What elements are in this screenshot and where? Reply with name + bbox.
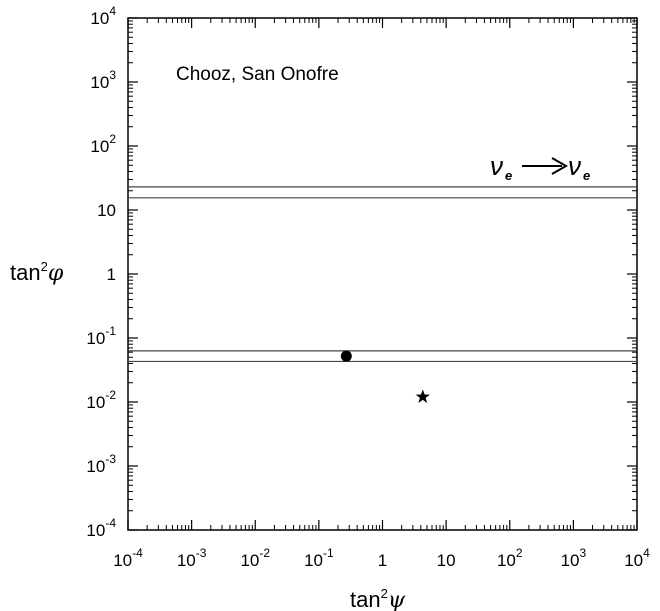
x-tick-label-exponent: 3 bbox=[579, 546, 586, 560]
plot-frame bbox=[127, 17, 638, 531]
y-tick-label-base: 10 bbox=[97, 201, 116, 220]
y-tick-label: 10-3 bbox=[86, 452, 116, 476]
x-tick-label-base: 10 bbox=[240, 551, 259, 570]
y-tick-label: 10-4 bbox=[86, 516, 116, 540]
star-point-icon bbox=[415, 389, 430, 403]
x-tick-label-exponent: 4 bbox=[643, 546, 650, 560]
x-tick-label-base: 10 bbox=[304, 551, 323, 570]
y-tick-label-base: 10 bbox=[86, 329, 105, 348]
major-ticks bbox=[127, 17, 638, 531]
horizontal-lines bbox=[128, 186, 637, 363]
y-axis-label: tan2φ bbox=[10, 259, 64, 286]
y-tick-label: 104 bbox=[90, 4, 116, 28]
x-tick-label-exponent: -3 bbox=[196, 546, 207, 560]
x-tick-label-exponent: -2 bbox=[259, 546, 270, 560]
y-tick-label-base: 10 bbox=[90, 137, 109, 156]
x-tick-label-base: 10 bbox=[561, 551, 580, 570]
x-tick-label: 103 bbox=[561, 546, 587, 570]
x-tick-label-base: 10 bbox=[177, 551, 196, 570]
y-tick-label-exponent: -2 bbox=[105, 388, 116, 402]
y-tick-label-base: 10 bbox=[86, 457, 105, 476]
x-tick-label: 1 bbox=[378, 551, 387, 570]
y-axis-label-symbol: φ bbox=[48, 261, 64, 286]
arrow-head-icon bbox=[551, 157, 569, 175]
y-tick-label: 10-1 bbox=[86, 324, 116, 348]
x-tick-label: 10-3 bbox=[177, 546, 207, 570]
x-tick-label-exponent: -1 bbox=[323, 546, 334, 560]
x-tick-label: 102 bbox=[497, 546, 523, 570]
x-tick-label: 104 bbox=[624, 546, 650, 570]
y-tick-label-base: 10 bbox=[86, 393, 105, 412]
x-tick-label: 10-1 bbox=[304, 546, 334, 570]
y-tick-label-base: 10 bbox=[86, 521, 105, 540]
y-tick-label-exponent: -3 bbox=[105, 452, 116, 466]
y-tick-label: 10 bbox=[97, 201, 116, 220]
process-to-symbol: ν bbox=[568, 151, 581, 181]
x-tick-label-base: 1 bbox=[378, 551, 387, 570]
x-tick-label-base: 10 bbox=[497, 551, 516, 570]
best-fit-point-circle bbox=[340, 350, 352, 362]
y-tick-label-base: 10 bbox=[90, 9, 109, 28]
y-tick-label: 1 bbox=[107, 265, 116, 284]
y-tick-label-base: 1 bbox=[107, 265, 116, 284]
x-tick-label-base: 10 bbox=[437, 551, 456, 570]
x-tick-label-base: 10 bbox=[113, 551, 132, 570]
y-tick-label-exponent: -4 bbox=[105, 516, 116, 530]
x-axis-label-base: tan bbox=[350, 587, 381, 611]
x-tick-label-exponent: 2 bbox=[516, 546, 523, 560]
y-tick-label-exponent: 2 bbox=[109, 132, 116, 146]
x-tick-labels: 10-4 10-3 10-2 10-1 1 10 102 103 104 bbox=[113, 546, 650, 570]
y-axis-label-exponent: 2 bbox=[41, 259, 48, 274]
y-tick-label: 10-2 bbox=[86, 388, 116, 412]
x-tick-label: 10 bbox=[437, 551, 456, 570]
y-tick-label: 103 bbox=[90, 68, 116, 92]
x-axis-label: tan2ψ bbox=[350, 586, 406, 611]
x-tick-label: 10-4 bbox=[113, 546, 143, 570]
y-axis-label-base: tan bbox=[10, 260, 41, 285]
y-tick-label-base: 10 bbox=[90, 73, 109, 92]
data-markers bbox=[340, 350, 430, 403]
y-tick-label: 102 bbox=[90, 132, 116, 156]
x-tick-label-exponent: -4 bbox=[132, 546, 143, 560]
y-tick-label-exponent: 3 bbox=[109, 68, 116, 82]
process-from-subscript: e bbox=[505, 168, 512, 183]
x-axis-label-exponent: 2 bbox=[381, 586, 388, 601]
process-to-subscript: e bbox=[583, 168, 590, 183]
y-tick-label-exponent: -1 bbox=[105, 324, 116, 338]
process-label: ν e ν e bbox=[490, 151, 590, 183]
x-tick-label-base: 10 bbox=[624, 551, 643, 570]
y-tick-label-exponent: 4 bbox=[109, 4, 116, 18]
minor-ticks bbox=[128, 18, 637, 530]
process-from-symbol: ν bbox=[490, 151, 503, 181]
x-axis-label-symbol: ψ bbox=[388, 588, 406, 611]
chart-annotation: Chooz, San Onofre bbox=[176, 64, 339, 85]
x-tick-label: 10-2 bbox=[240, 546, 270, 570]
